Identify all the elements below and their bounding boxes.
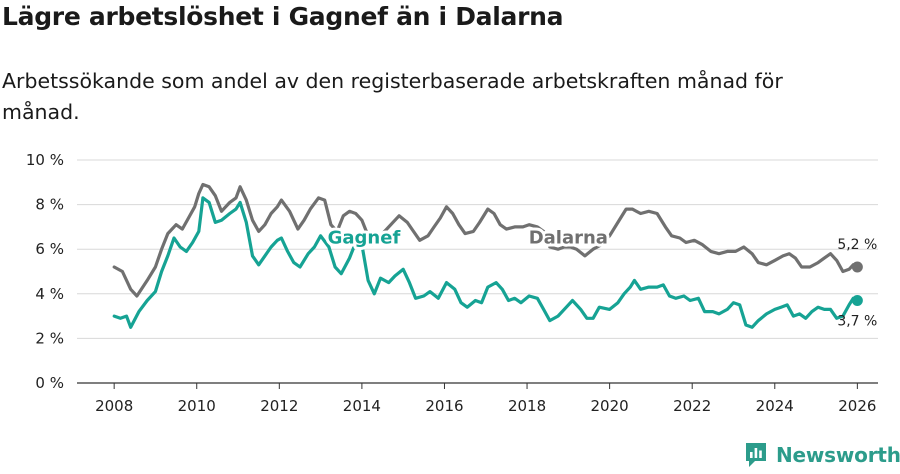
brand-logo: Newsworthy [744,442,900,468]
brand-name: Newsworthy [776,443,900,467]
x-tick-label: 2014 [343,397,381,415]
newsworthy-logo-icon [746,443,766,467]
series-label-halo: Gagnef [328,228,401,249]
y-tick-label: 6 % [35,240,64,258]
end-value-label-gagnef: 3,7 % [837,313,877,329]
y-tick-label: 4 % [35,285,64,303]
x-tick-label: 2010 [178,397,216,415]
y-tick-label: 10 % [26,151,64,169]
x-tick-label: 2016 [425,397,463,415]
end-value-label-dalarna: 5,2 % [837,237,877,253]
series-label-gagnef: Gagnef [328,228,401,249]
x-tick-label: 2008 [95,397,133,415]
series-end-point-dalarna [851,261,863,273]
x-tick-label: 2018 [508,397,546,415]
y-tick-label: 2 % [35,329,64,347]
chart-subtitle: Arbetssökande som andel av den registerb… [2,69,783,124]
y-tick-label: 8 % [35,196,64,214]
series-end-point-gagnef [851,294,863,306]
series-line-dalarna [112,182,859,298]
y-tick-label: 0 % [35,374,64,392]
x-tick-label: 2012 [260,397,298,415]
series-label-dalarna: Dalarna [529,228,608,249]
x-tick-label: 2022 [673,397,711,415]
chart-title: Lägre arbetslöshet i Gagnef än i Dalarna [2,2,564,31]
series-line-gagnef [112,196,859,329]
x-tick-label: 2026 [838,397,876,415]
x-tick-label: 2024 [756,397,794,415]
x-tick-label: 2020 [591,397,629,415]
series-label-halo: Dalarna [529,228,608,249]
